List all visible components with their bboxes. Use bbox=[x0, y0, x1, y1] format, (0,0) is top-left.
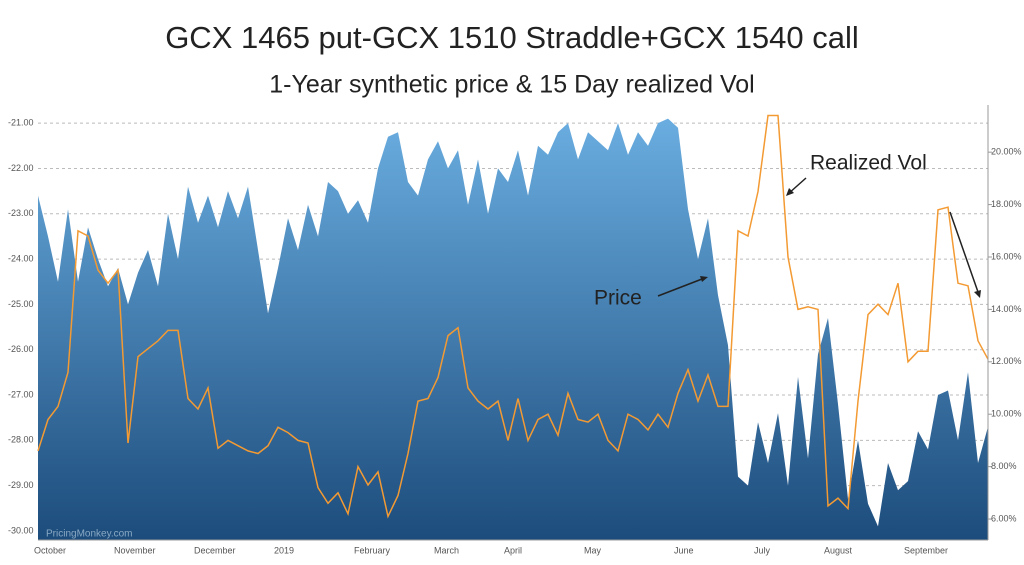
y2-tick-label: 16.00% bbox=[991, 251, 1022, 261]
y-tick-label: -25.00 bbox=[8, 299, 34, 309]
x-tick-label: May bbox=[584, 545, 602, 555]
x-tick-label: October bbox=[34, 545, 66, 555]
y-tick-label: -22.00 bbox=[8, 163, 34, 173]
chart-subtitle: 1-Year synthetic price & 15 Day realized… bbox=[269, 71, 754, 99]
x-tick-label: August bbox=[824, 545, 853, 555]
arrow-head bbox=[700, 276, 708, 282]
x-tick-label: March bbox=[434, 545, 459, 555]
y-tick-label: -30.00 bbox=[8, 525, 34, 535]
annotation: Price bbox=[594, 287, 642, 310]
watermark: PricingMonkey.com bbox=[46, 529, 133, 540]
annotation: Realized Vol bbox=[810, 152, 927, 175]
y-tick-label: -27.00 bbox=[8, 389, 34, 399]
x-tick-label: November bbox=[114, 545, 156, 555]
y2-tick-label: 18.00% bbox=[991, 199, 1022, 209]
arrow bbox=[949, 211, 979, 293]
arrow-head bbox=[974, 290, 981, 298]
y-tick-label: -21.00 bbox=[8, 118, 34, 128]
y-tick-label: -24.00 bbox=[8, 253, 34, 263]
y2-tick-label: 20.00% bbox=[991, 147, 1022, 157]
y-tick-label: -26.00 bbox=[8, 344, 34, 354]
x-tick-label: 2019 bbox=[274, 545, 294, 555]
y-tick-label: -23.00 bbox=[8, 208, 34, 218]
y-tick-label: -28.00 bbox=[8, 435, 34, 445]
y2-tick-label: 14.00% bbox=[991, 304, 1022, 314]
x-tick-label: December bbox=[194, 545, 236, 555]
arrow-head bbox=[786, 188, 794, 196]
x-tick-label: June bbox=[674, 545, 694, 555]
chart-title: GCX 1465 put-GCX 1510 Straddle+GCX 1540 … bbox=[165, 20, 859, 55]
arrow bbox=[657, 278, 703, 297]
vol-line bbox=[37, 114, 989, 519]
x-tick-label: July bbox=[754, 545, 771, 555]
x-tick-label: February bbox=[354, 545, 391, 555]
price-area bbox=[38, 118, 988, 540]
y2-tick-label: 10.00% bbox=[991, 409, 1022, 419]
y2-tick-label: 8.00% bbox=[991, 461, 1017, 471]
y2-tick-label: 12.00% bbox=[991, 356, 1022, 366]
y2-tick-label: 6.00% bbox=[991, 513, 1017, 523]
x-tick-label: April bbox=[504, 545, 522, 555]
y-tick-label: -29.00 bbox=[8, 480, 34, 490]
x-tick-label: September bbox=[904, 545, 948, 555]
